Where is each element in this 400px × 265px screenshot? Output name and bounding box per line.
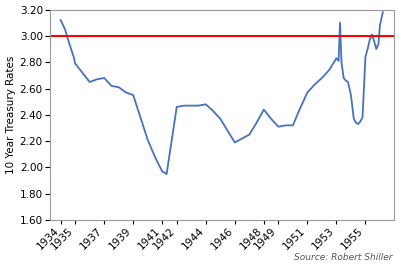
Text: Source: Robert Shiller: Source: Robert Shiller bbox=[294, 253, 392, 262]
Y-axis label: 10 Year Treasury Rates: 10 Year Treasury Rates bbox=[6, 56, 16, 174]
